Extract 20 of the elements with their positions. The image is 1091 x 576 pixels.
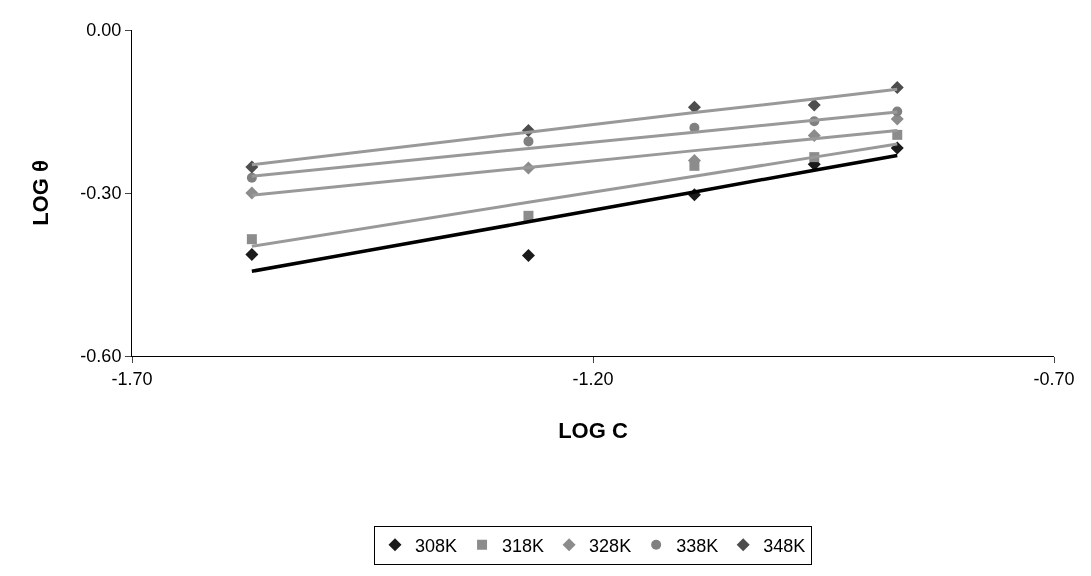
point xyxy=(245,247,259,261)
y-tick-label: -0.60 xyxy=(80,346,122,367)
point xyxy=(521,248,535,262)
legend-label: 318K xyxy=(502,535,545,556)
legend-label: 328K xyxy=(589,535,632,556)
x-axis-title: LOG C xyxy=(558,418,628,444)
y-axis-title: LOG θ xyxy=(28,160,54,226)
point xyxy=(523,136,534,147)
point xyxy=(523,210,534,221)
x-tick-label: -1.70 xyxy=(111,368,153,389)
x-tick-label: -1.20 xyxy=(572,368,614,389)
y-tick-label: 0.00 xyxy=(86,20,122,41)
legend-label: 338K xyxy=(676,535,719,556)
legend-label: 308K xyxy=(415,535,458,556)
point xyxy=(892,129,903,140)
y-tick-label: -0.30 xyxy=(80,183,122,204)
x-tick-label: -0.70 xyxy=(1033,368,1075,389)
point xyxy=(807,98,821,112)
legend-label: 348K xyxy=(763,535,806,556)
point xyxy=(246,234,257,245)
